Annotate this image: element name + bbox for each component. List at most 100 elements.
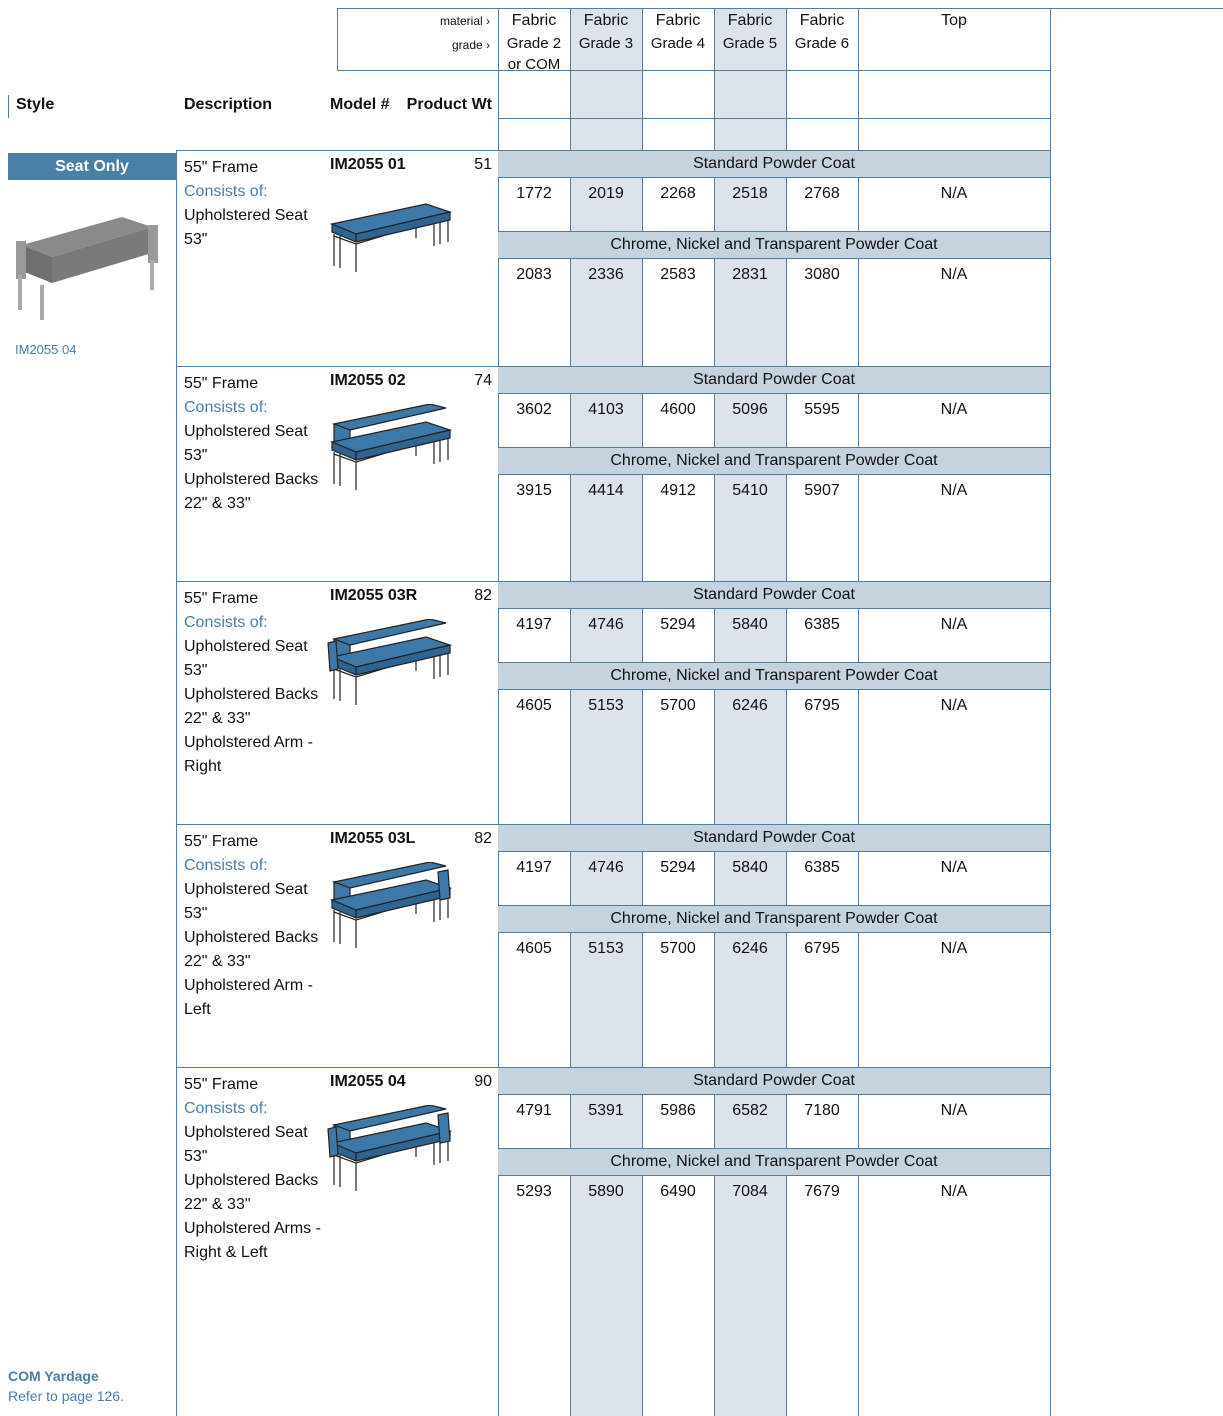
- grade-label: grade ›: [451, 38, 490, 52]
- price: 2518: [732, 185, 768, 202]
- model-number: IM2055 04: [330, 1073, 406, 1090]
- rule: [498, 1094, 1050, 1095]
- finish-band: Standard Powder Coat: [498, 366, 1050, 393]
- price: 6385: [804, 859, 840, 876]
- price: 5890: [588, 1183, 624, 1200]
- price: 5293: [516, 1183, 552, 1200]
- column-grade: Grade 5: [722, 35, 778, 52]
- frame: 55" Frame: [184, 1076, 259, 1093]
- price: 4912: [660, 482, 696, 499]
- component: Upholstered Seat 53": [184, 638, 308, 679]
- rule: [498, 581, 1050, 582]
- rule: [498, 905, 1050, 906]
- product-weight: 82: [474, 587, 492, 604]
- component: Upholstered Backs 22" & 33": [184, 929, 319, 970]
- rule: [498, 824, 1050, 825]
- column-material: Fabric: [727, 12, 773, 29]
- rule: [498, 689, 1050, 690]
- price: 6385: [804, 616, 840, 633]
- component: Upholstered Seat 53": [184, 423, 308, 464]
- product-weight: 74: [474, 372, 492, 389]
- material-label: material ›: [439, 14, 490, 28]
- consists-label: Consists of:: [184, 1100, 268, 1117]
- finish-band: Chrome, Nickel and Transparent Powder Co…: [498, 1148, 1050, 1175]
- price: 2268: [660, 185, 696, 202]
- frame: 55" Frame: [184, 833, 259, 850]
- top-price: N/A: [940, 859, 968, 876]
- product-image: [329, 203, 453, 272]
- column-grade: Grade 3: [578, 35, 634, 52]
- product-image: [327, 619, 453, 705]
- product-weight: 90: [474, 1073, 492, 1090]
- price: 4746: [588, 616, 624, 633]
- product-weight: 51: [474, 156, 492, 173]
- rule: [498, 662, 1050, 663]
- price: 5840: [732, 859, 768, 876]
- price: 5700: [660, 697, 696, 714]
- rule: [337, 8, 1223, 9]
- component: Upholstered Backs 22" & 33": [184, 686, 319, 727]
- weight-header: Product Wt: [406, 96, 492, 113]
- rule: [498, 851, 1050, 852]
- rule: [1050, 8, 1051, 1416]
- price: 6246: [732, 940, 768, 957]
- price: 5294: [660, 859, 696, 876]
- price: 5294: [660, 616, 696, 633]
- column-material: Fabric: [583, 12, 629, 29]
- rule: [498, 608, 1050, 609]
- rule: [498, 932, 1050, 933]
- price: 4414: [588, 482, 624, 499]
- rule: [570, 8, 571, 1416]
- rule: [498, 8, 499, 1416]
- price: 5986: [660, 1102, 696, 1119]
- model-number: IM2055 02: [330, 372, 406, 389]
- finish-band: Chrome, Nickel and Transparent Powder Co…: [498, 447, 1050, 474]
- price: 4791: [516, 1102, 552, 1119]
- components: Upholstered Seat 53": [184, 204, 324, 252]
- column-material: Fabric: [655, 12, 701, 29]
- price: 5595: [804, 401, 840, 418]
- top-price: N/A: [940, 185, 968, 202]
- price: 7180: [804, 1102, 840, 1119]
- price: 2083: [516, 266, 552, 283]
- description-header: Description: [184, 96, 273, 113]
- top-price: N/A: [940, 1102, 968, 1119]
- price: 2019: [588, 185, 624, 202]
- price: 2336: [588, 266, 624, 283]
- rule: [498, 177, 1050, 178]
- price: 7084: [732, 1183, 768, 1200]
- image-caption: IM2055 04: [15, 342, 77, 357]
- component: Upholstered Backs 22" & 33": [184, 471, 319, 512]
- rule: [786, 8, 787, 1416]
- style-image: [16, 217, 158, 320]
- top-price: N/A: [940, 697, 968, 714]
- price: 4197: [516, 616, 552, 633]
- price: 2768: [804, 185, 840, 202]
- style-name: Seat Only: [8, 153, 176, 180]
- column-material: Top: [941, 12, 967, 29]
- components: Upholstered Seat 53" Upholstered Backs 22…: [184, 878, 324, 1022]
- price: 7679: [804, 1183, 840, 1200]
- components: Upholstered Seat 53" Upholstered Backs 22…: [184, 635, 324, 779]
- column-material: Fabric: [511, 12, 557, 29]
- price: 3080: [804, 266, 840, 283]
- component: Upholstered Arms - Right & Left: [184, 1220, 321, 1261]
- finish-band: Standard Powder Coat: [498, 824, 1050, 851]
- price: 5391: [588, 1102, 624, 1119]
- price: 5907: [804, 482, 840, 499]
- rule: [858, 8, 859, 1416]
- rule: [176, 581, 498, 582]
- price: 4197: [516, 859, 552, 876]
- rule: [642, 8, 643, 1416]
- frame: 55" Frame: [184, 590, 259, 607]
- component: Upholstered Arm - Left: [184, 977, 313, 1018]
- price: 4605: [516, 697, 552, 714]
- rule: [714, 8, 715, 1416]
- top-price: N/A: [940, 940, 968, 957]
- components: Upholstered Seat 53" Upholstered Backs 22…: [184, 420, 324, 516]
- price: 5096: [732, 401, 768, 418]
- rule: [498, 366, 1050, 367]
- rule: [176, 150, 498, 151]
- finish-band: Standard Powder Coat: [498, 150, 1050, 177]
